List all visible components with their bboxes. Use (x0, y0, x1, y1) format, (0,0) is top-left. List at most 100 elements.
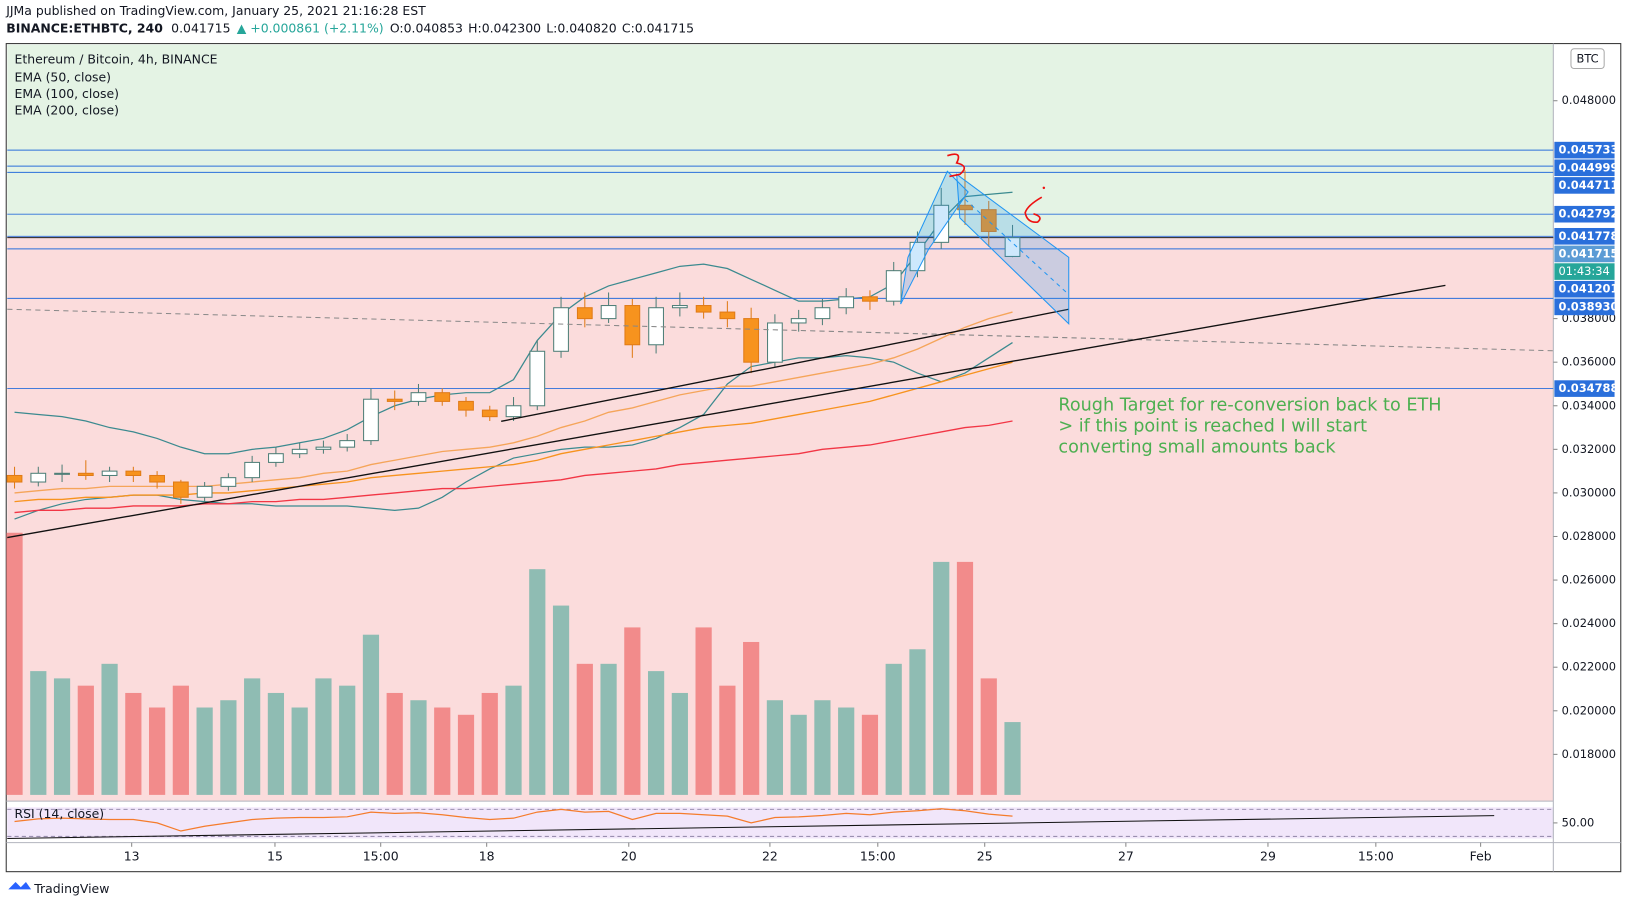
ohlc-value: L:0.040820 (546, 21, 617, 36)
volume-bar (695, 627, 712, 795)
candle-body (980, 209, 997, 232)
ohlc-value: O:0.040853 (390, 21, 463, 36)
channel-midline (964, 198, 1068, 294)
price-label: 0.034788 (1559, 381, 1619, 395)
y-tick-label: 0.048000 (1562, 93, 1616, 107)
volume-bar (814, 700, 831, 795)
price-label: 0.041201 (1559, 282, 1619, 296)
candle-body (1004, 237, 1021, 257)
y-tick-label: 0.022000 (1562, 660, 1616, 674)
y-tick-label: 0.032000 (1562, 442, 1616, 456)
candle-body (553, 307, 569, 352)
price-label: 0.044999 (1559, 160, 1619, 174)
volume-bar (933, 561, 950, 795)
y-tick-label: 0.018000 (1562, 747, 1616, 761)
x-tick-label: 27 (1118, 849, 1134, 864)
price-label-bg (1554, 280, 1615, 298)
x-tick-label: 20 (621, 849, 637, 864)
price-label-bg (1554, 298, 1615, 316)
volume-bar (434, 707, 451, 795)
annotation: > if this point is reached I will start (1058, 417, 1367, 437)
price-label-bg (1554, 205, 1615, 223)
volume-bar (790, 714, 807, 795)
volume-bar (196, 707, 213, 795)
candle-body (481, 409, 498, 418)
annotation: Rough Target for re-conversion back to E… (1058, 396, 1441, 416)
volume-bar (624, 627, 641, 795)
candle-body (315, 446, 332, 450)
candle-body (125, 470, 142, 476)
volume-bar (743, 641, 760, 795)
rsi-line (14, 808, 1013, 832)
volume-bar (766, 700, 784, 795)
candle-body (695, 305, 712, 313)
candle-body (885, 270, 902, 302)
volume-bar (6, 532, 23, 795)
volume-bar (861, 714, 879, 795)
logo (8, 882, 32, 890)
candle-body (576, 307, 593, 320)
candle-body (814, 307, 831, 320)
volume-bar (457, 714, 475, 795)
currency-box[interactable] (1570, 48, 1605, 70)
trendline (501, 308, 1069, 422)
volume-bar (885, 663, 902, 795)
symbol: BINANCE:ETHBTC, 240 (6, 21, 163, 36)
candle-body (458, 400, 474, 411)
countdown-bg (1554, 263, 1615, 280)
candle-body (529, 350, 546, 407)
y-tick-label: 0.026000 (1562, 573, 1616, 587)
candle-body (386, 398, 403, 402)
candle-body (101, 470, 118, 476)
volume-bar (529, 569, 546, 795)
x-tick-label: 15:00 (860, 849, 896, 864)
scribble-dot (1042, 186, 1046, 190)
candle-body (434, 392, 451, 402)
x-tick-label: 22 (762, 849, 778, 864)
falling-channel (956, 173, 1070, 325)
candle-body (410, 392, 427, 402)
volume-bar (1004, 722, 1021, 795)
price-label-bg (1554, 177, 1615, 194)
price-label-bg (1554, 227, 1615, 245)
volume-bar (838, 707, 855, 795)
candle-body (838, 296, 855, 309)
candle-body (30, 472, 47, 483)
volume-bar (552, 605, 570, 795)
candle-body (220, 477, 237, 487)
candle-body (790, 318, 807, 324)
volume-bar (267, 692, 285, 795)
volume-bar (291, 707, 308, 795)
volume-bar (172, 685, 189, 795)
price-label: 0.044711 (1559, 178, 1619, 192)
x-tick-label: 15:00 (363, 849, 399, 864)
x-tick-label: 15:00 (1358, 849, 1394, 864)
currency[interactable]: BTC (1577, 52, 1599, 66)
volume-bar (220, 700, 237, 795)
y-tick-label: 0.036000 (1562, 355, 1616, 369)
x-tick-label: Feb (1470, 849, 1492, 864)
volume-bar (386, 692, 403, 795)
candle-body (6, 474, 23, 483)
ema-line (14, 420, 1013, 514)
candle-body (339, 440, 356, 448)
price-label: 0.041778 (1559, 229, 1619, 243)
volume-bar (53, 678, 71, 795)
rsi-trendline (7, 815, 1495, 839)
volume-bar (101, 663, 118, 795)
candle-body (743, 318, 760, 363)
volume-bar (339, 685, 356, 795)
volume-bar (244, 678, 261, 795)
trendline (7, 284, 1446, 539)
annotation: converting small amounts back (1058, 437, 1336, 457)
candle-body (719, 311, 736, 320)
candle-body (363, 398, 379, 442)
price-label: 0.042792 (1559, 207, 1619, 221)
change: ▲ +0.000861 (+2.11%) (237, 21, 384, 36)
price-label-bg (1554, 380, 1615, 397)
x-tick-label: 25 (977, 849, 993, 864)
candle-body (268, 453, 284, 463)
volume-bar (362, 634, 380, 795)
